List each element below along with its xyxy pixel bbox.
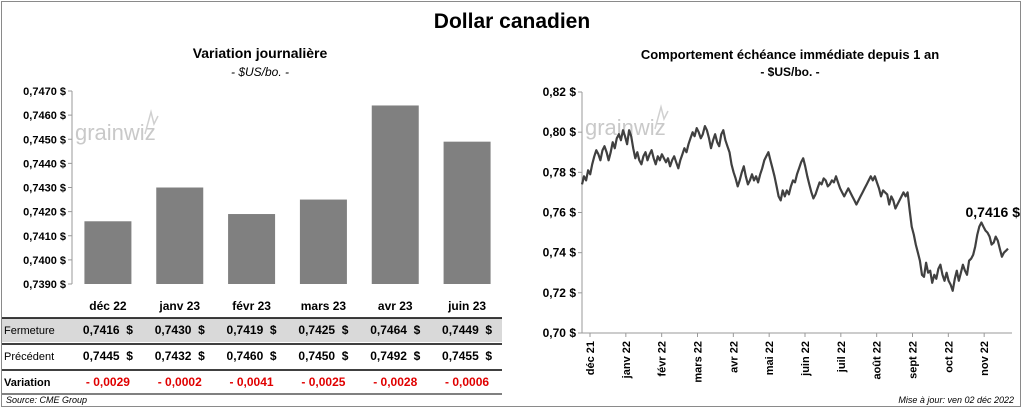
bar-5 [443,141,491,284]
table-cell: - 0,0029 [86,375,130,389]
table-cell: 0,7432 $ [155,349,205,363]
page-title: Dollar canadien [433,10,591,33]
line-x-tick-label: févr 22 [657,341,669,376]
bar-chart-subtitle: - $US/bo. - [230,65,290,79]
table-cell: 0,7430 $ [155,323,205,337]
line-y-tick-label: 0,74 $ [543,246,577,260]
bar-chart-title: Variation journalière [192,45,328,61]
bar-category-label: juin 23 [447,299,486,313]
table-cell: 0,7449 $ [442,323,492,337]
table-cell: 0,7464 $ [370,323,420,337]
line-y-tick-label: 0,70 $ [543,326,577,340]
bar-0 [84,221,132,284]
line-x-tick-label: mai 22 [764,341,776,375]
line-y-tick-label: 0,72 $ [543,286,577,300]
table-cell: - 0,0041 [230,375,274,389]
line-x-tick-label: sept 22 [908,341,920,379]
line-chart-subtitle: - $US/bo. - [760,65,820,79]
line-x-tick-label: janv 22 [621,341,633,379]
line-x-tick-label: avr 22 [728,341,740,373]
updated-note: Mise à jour: ven 02 déc 2022 [898,395,1014,405]
bar-y-tick-label: 0,7390 $ [23,279,66,291]
line-x-tick-label: nov 22 [979,341,991,376]
table-row-label: Précédent [4,351,54,363]
table-cell: 0,7419 $ [227,323,277,337]
line-x-tick-label: juil 22 [836,341,848,373]
bar-y-tick-label: 0,7410 $ [23,231,66,243]
bar-y-tick-label: 0,7420 $ [23,207,66,219]
line-y-tick-label: 0,76 $ [543,206,577,220]
bar-y-tick-label: 0,7450 $ [23,134,66,146]
bar-category-label: févr 23 [232,299,271,313]
bar-3 [299,199,347,284]
table-cell: 0,7445 $ [83,349,133,363]
bar-y-tick-label: 0,7440 $ [23,158,66,170]
bar-y-tick-label: 0,7460 $ [23,110,66,122]
table-cell: - 0,0025 [301,375,345,389]
line-series [580,124,1009,292]
bar-category-label: janv 23 [158,299,200,313]
table-cell: 0,7492 $ [370,349,420,363]
bar-y-tick-label: 0,7470 $ [23,86,66,98]
line-y-tick-label: 0,78 $ [543,165,577,179]
bar-2 [228,214,276,284]
table-cell: 0,7455 $ [442,349,492,363]
table-cell: 0,7450 $ [298,349,348,363]
line-x-tick-label: mars 22 [693,341,705,383]
last-value-label: 0,7416 $ [966,204,1021,220]
table-cell: 0,7416 $ [83,323,133,337]
table-cell: 0,7460 $ [227,349,277,363]
bar-category-label: mars 23 [301,299,347,313]
line-x-tick-label: déc 21 [585,341,597,375]
bar-1 [156,187,204,284]
table-cell: - 0,0028 [373,375,417,389]
bar-chart: grainwiz 0,7470 $ 0,7460 $ 0,7450 $ 0,7440 $… [2,86,502,395]
grainwiz-logo-mark [654,104,669,130]
bar-y-tick-label: 0,7430 $ [23,183,66,195]
bar-4 [371,105,419,284]
line-x-tick-label: oct 22 [943,341,955,373]
grainwiz-logo-mark [144,109,159,135]
bar-category-label: avr 23 [378,299,413,313]
bar-category-label: déc 22 [89,299,127,313]
source-note: Source: CME Group [6,395,88,405]
line-x-tick-label: août 22 [872,341,884,380]
line-y-tick-label: 0,80 $ [543,125,577,139]
grainwiz-watermark: grainwiz [75,120,156,145]
line-y-tick-label: 0,82 $ [543,85,577,99]
table-row-label: Variation [4,377,51,389]
table-row-label: Fermeture [4,325,55,337]
fermeture-row-bg [2,318,502,342]
table-cell: - 0,0006 [445,375,489,389]
line-chart-title: Comportement échéance immédiate depuis 1… [640,47,940,62]
line-x-tick-label: juin 22 [800,341,812,377]
bar-y-tick-label: 0,7400 $ [23,255,66,267]
table-cell: - 0,0002 [158,375,202,389]
table-cell: 0,7425 $ [298,323,348,337]
